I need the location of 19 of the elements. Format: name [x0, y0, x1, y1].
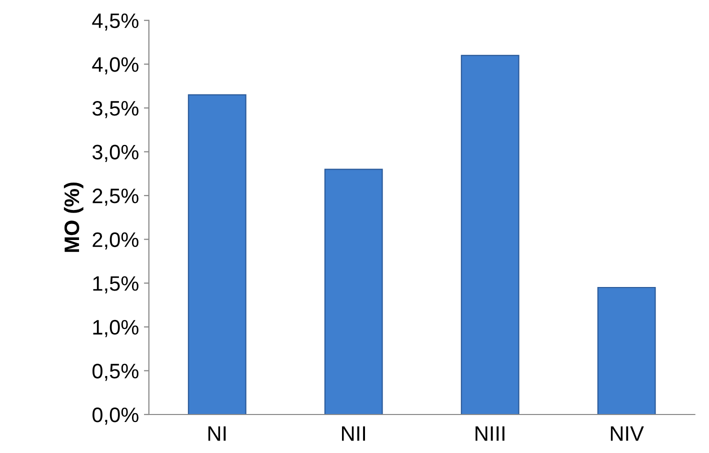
y-tick-label: 2,0% [92, 232, 138, 250]
x-tick-label: NIV [610, 426, 644, 441]
y-tick-label: 3,5% [92, 100, 138, 118]
y-tick-label: 2,5% [92, 188, 138, 206]
y-tick-label: 0,0% [92, 407, 138, 425]
y-axis-title: MO (%) [64, 182, 84, 252]
x-tick-label: NIII [476, 426, 504, 441]
bar [597, 286, 656, 414]
y-tick-label: 3,0% [92, 144, 138, 162]
x-tick-label: NI [208, 426, 226, 441]
y-tick-label: 0,5% [92, 364, 138, 381]
y-tick-label: 4,0% [92, 57, 138, 74]
bar [324, 168, 383, 414]
bar [188, 94, 246, 414]
bar [460, 54, 520, 414]
x-tick-label: NII [342, 426, 366, 441]
y-tick-label: 4,5% [92, 13, 138, 31]
y-tick-label: 1,5% [93, 276, 138, 294]
y-tick-label: 1,0% [93, 320, 138, 338]
